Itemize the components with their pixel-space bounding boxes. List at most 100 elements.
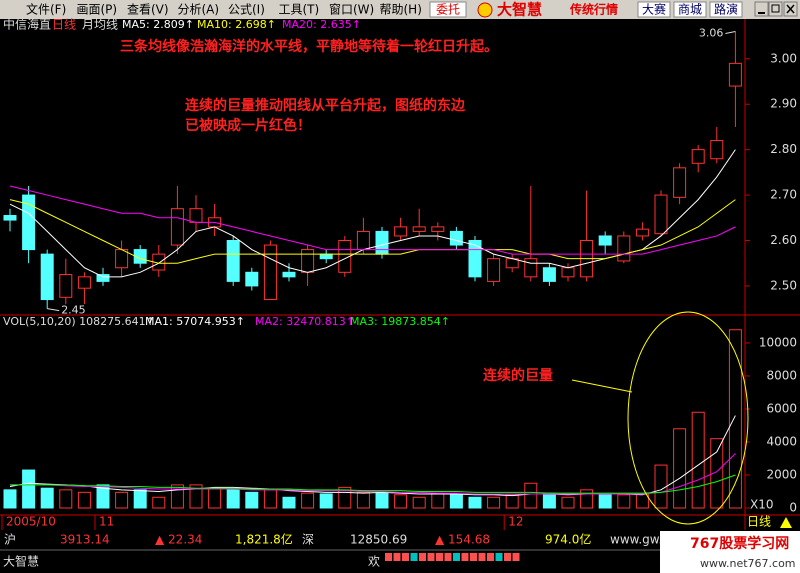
- volume-bar: [356, 491, 370, 509]
- y-tick-label: 2.90: [770, 97, 797, 111]
- toolbar-label[interactable]: 商城: [678, 2, 702, 17]
- toolbar-button[interactable]: [709, 1, 743, 18]
- menu: 文件(F) 画面(P) 查看(V) 分析(A) 公式(I) 工具(T) 窗口(W) 帮助(H): [26, 2, 422, 17]
- y-tick-label: 4000: [766, 434, 797, 448]
- ma-label: MA1: 57074.953↑: [145, 315, 245, 328]
- toolbar-label[interactable]: 路演: [714, 2, 738, 17]
- candle-body: [77, 276, 91, 289]
- menu-item[interactable]: 公式(I): [228, 3, 265, 17]
- restore[interactable]: [768, 1, 783, 17]
- volume-bar: [505, 494, 519, 509]
- candle-body: [245, 271, 259, 287]
- volume-bar: [133, 489, 147, 509]
- restore-icon: [771, 4, 780, 13]
- candle-body: [468, 240, 482, 278]
- volume-bar: [77, 491, 91, 509]
- volume-bar: [580, 489, 594, 509]
- menu-item[interactable]: 文件(F): [26, 2, 66, 17]
- trade-button[interactable]: [429, 1, 467, 18]
- volume-bar: [487, 496, 501, 509]
- volume-bar: [3, 489, 17, 509]
- volume-bar: [691, 411, 705, 509]
- volume-bar: [170, 484, 184, 509]
- volume-bar: [412, 496, 426, 509]
- menu-item[interactable]: 窗口(W): [329, 3, 374, 17]
- y-tick-label: 8000: [766, 368, 797, 382]
- y-tick-label: 6000: [766, 401, 797, 415]
- ma-line: [10, 453, 736, 495]
- volume-bar: [394, 494, 408, 509]
- volume-bar: [22, 469, 36, 509]
- period-tab[interactable]: 日线: [747, 515, 771, 529]
- strip-cell: [393, 553, 401, 561]
- volume-bar: [189, 484, 203, 509]
- sh: 沪: [4, 533, 16, 547]
- strip-cell: [427, 553, 435, 561]
- volume-bar: [431, 492, 445, 509]
- watermark-box: [660, 531, 800, 573]
- candle-body: [338, 240, 352, 273]
- tab-arrow[interactable]: [780, 517, 792, 528]
- volume-bar: [59, 489, 73, 509]
- ma-label: MA20: 2.635↑: [282, 18, 361, 31]
- candle-body: [691, 149, 705, 164]
- min-pointer: [47, 308, 60, 312]
- strip-cell: [419, 553, 426, 561]
- strip-cell: [470, 553, 477, 561]
- trade-label[interactable]: 委托: [436, 3, 460, 17]
- volume-bar: [263, 489, 277, 509]
- toolbar-button[interactable]: [637, 1, 671, 18]
- watermark-title: 767股票学习网: [690, 535, 789, 552]
- toolbar-label[interactable]: 大赛: [642, 2, 666, 17]
- volume-bar: [617, 494, 631, 509]
- site: www.gw.c: [610, 533, 669, 547]
- volume-bar: [152, 496, 166, 509]
- candle-body: [282, 271, 296, 278]
- annotation: 连续的巨量: [483, 367, 553, 384]
- y-tick-label: 2.80: [770, 142, 797, 156]
- sz: 深: [302, 533, 314, 547]
- sz-amount: 974.0亿: [545, 532, 591, 547]
- volume-bar: [654, 464, 668, 509]
- toolbar-button[interactable]: [673, 1, 707, 18]
- ma-line: [9, 185, 736, 255]
- candle-body: [449, 230, 463, 246]
- volume-bar: [319, 493, 333, 509]
- strip-cell: [444, 553, 452, 561]
- candle-body: [710, 140, 724, 160]
- menu-item[interactable]: 画面(P): [77, 3, 118, 17]
- sh-change: ▲ 22.34: [155, 533, 202, 547]
- ma-line: [9, 199, 736, 264]
- candle-body: [561, 267, 575, 278]
- app-name: 大智慧: [3, 554, 39, 569]
- menu-item[interactable]: 工具(T): [279, 3, 320, 17]
- brand-logo: [477, 2, 493, 18]
- volume-bar: [710, 438, 724, 509]
- strip-cell: [487, 553, 494, 561]
- volume-bar: [561, 496, 575, 509]
- strip-cell: [436, 553, 443, 561]
- watermark-url: www.net767.com: [700, 557, 796, 570]
- stock-name: 中信海直: [3, 17, 51, 32]
- candle-body: [356, 230, 370, 251]
- candle-body: [598, 235, 612, 246]
- menu-item[interactable]: 分析(A): [178, 3, 220, 17]
- menu-item[interactable]: 帮助(H): [380, 3, 422, 17]
- min-label: 2.45: [61, 304, 85, 317]
- candle-body: [375, 230, 389, 255]
- volume-bar: [40, 487, 54, 509]
- vol-unit: X10: [750, 498, 774, 512]
- candle-body: [635, 228, 649, 237]
- strip-cell: [410, 553, 418, 561]
- strip-cell: [478, 553, 486, 561]
- price-pane: 2.50 2.60 2.70 2.80 2.90 3.00 MA5: 2.809↑ MA10:…: [3, 18, 797, 317]
- candle-body: [3, 215, 17, 221]
- menu-item[interactable]: 查看(V): [127, 3, 169, 17]
- candle-body: [170, 208, 184, 246]
- strip-cell: [402, 553, 409, 561]
- candle-body: [40, 253, 54, 301]
- candle-body: [301, 249, 315, 273]
- candle-body: [394, 226, 408, 237]
- x-tick-label: 12: [508, 515, 523, 529]
- y-tick-label: 2.50: [770, 278, 797, 292]
